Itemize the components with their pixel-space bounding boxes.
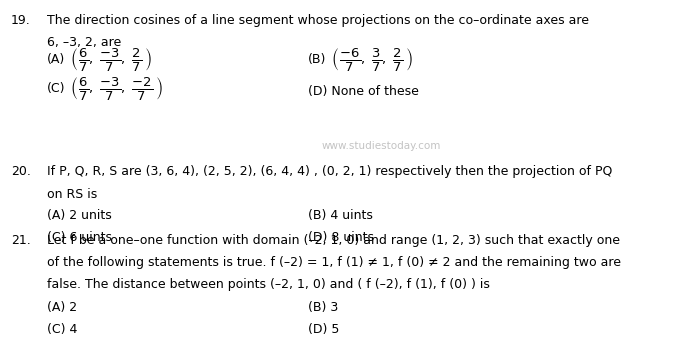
Text: $\left(\,\dfrac{6}{7},\ \dfrac{-3}{7},\ \dfrac{-2}{7}\,\right)$: $\left(\,\dfrac{6}{7},\ \dfrac{-3}{7},\ …: [70, 75, 163, 102]
Text: false. The distance between points (–2, 1, 0) and ( f (–2), f (1), f (0) ) is: false. The distance between points (–2, …: [46, 278, 489, 291]
Text: $\left(\,\dfrac{-6}{7},\ \dfrac{3}{7},\ \dfrac{2}{7}\,\right)$: $\left(\,\dfrac{-6}{7},\ \dfrac{3}{7},\ …: [331, 46, 412, 73]
Text: (C): (C): [46, 82, 65, 95]
Text: The direction cosines of a line segment whose projections on the co–ordinate axe: The direction cosines of a line segment …: [46, 14, 589, 27]
Text: of the following statements is true. f (–2) = 1, f (1) ≠ 1, f (0) ≠ 2 and the re: of the following statements is true. f (…: [46, 256, 621, 269]
Text: on RS is: on RS is: [46, 188, 97, 201]
Text: (D) 5: (D) 5: [308, 323, 339, 336]
Text: (C) 4: (C) 4: [46, 323, 77, 336]
Text: 19.: 19.: [10, 14, 30, 27]
Text: www.studiestoday.com: www.studiestoday.com: [321, 141, 441, 151]
Text: (D) None of these: (D) None of these: [308, 85, 419, 98]
Text: (B) 3: (B) 3: [308, 301, 338, 314]
Text: (B) 4 uints: (B) 4 uints: [308, 208, 373, 222]
Text: If P, Q, R, S are (3, 6, 4), (2, 5, 2), (6, 4, 4) , (0, 2, 1) respectively then : If P, Q, R, S are (3, 6, 4), (2, 5, 2), …: [46, 166, 612, 178]
Text: (A) 2: (A) 2: [46, 301, 77, 314]
Text: (D) 8 uints: (D) 8 uints: [308, 231, 374, 244]
Text: 6, –3, 2, are: 6, –3, 2, are: [46, 36, 121, 49]
Text: Let f be a one–one function with domain (–2, 1, 0) and range (1, 2, 3) such that: Let f be a one–one function with domain …: [46, 234, 620, 247]
Text: 20.: 20.: [10, 166, 30, 178]
Text: (A) 2 units: (A) 2 units: [46, 208, 111, 222]
Text: (C) 6 uints: (C) 6 uints: [46, 231, 111, 244]
Text: (B): (B): [308, 53, 326, 66]
Text: $\left(\,\dfrac{6}{7},\ \dfrac{-3}{7},\ \dfrac{2}{7}\,\right)$: $\left(\,\dfrac{6}{7},\ \dfrac{-3}{7},\ …: [70, 46, 152, 73]
Text: 21.: 21.: [10, 234, 30, 247]
Text: (A): (A): [46, 53, 65, 66]
